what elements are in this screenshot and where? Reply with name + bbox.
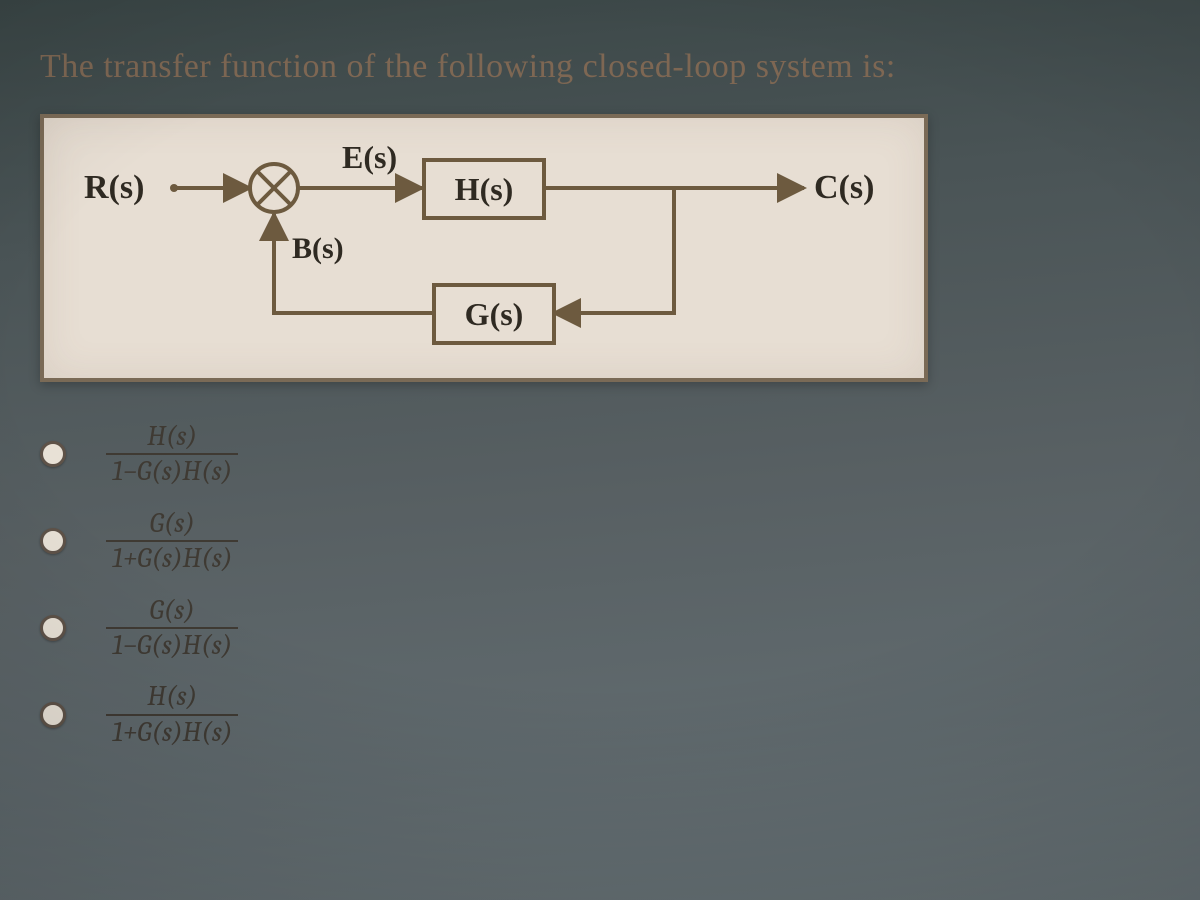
- option-a-numerator: H(s): [141, 422, 203, 453]
- option-c-fraction: G(s) 1−G(s)H(s): [106, 596, 238, 661]
- option-d-fraction: H(s) 1+G(s)H(s): [106, 682, 238, 747]
- question-container: The transfer function of the following c…: [40, 48, 1120, 747]
- feedback-block-label: G(s): [465, 296, 524, 332]
- radio-icon[interactable]: [40, 615, 66, 641]
- option-c-numerator: G(s): [143, 596, 200, 627]
- block-diagram-svg: R(s) E(s) H(s) C(s) G(s: [44, 118, 924, 378]
- option-a-denominator: 1−G(s)H(s): [106, 453, 238, 486]
- forward-block-label: H(s): [455, 171, 514, 207]
- error-label: E(s): [342, 139, 397, 175]
- option-a[interactable]: H(s) 1−G(s)H(s): [40, 422, 1120, 487]
- option-a-fraction: H(s) 1−G(s)H(s): [106, 422, 238, 487]
- option-c-denominator: 1−G(s)H(s): [106, 627, 238, 660]
- option-d-denominator: 1+G(s)H(s): [106, 714, 238, 747]
- options-list: H(s) 1−G(s)H(s) G(s) 1+G(s)H(s) G(s) 1−G…: [40, 422, 1120, 747]
- option-b-denominator: 1+G(s)H(s): [106, 540, 238, 573]
- option-d-numerator: H(s): [141, 682, 203, 713]
- radio-icon[interactable]: [40, 528, 66, 554]
- feedback-signal-label: B(s): [292, 232, 344, 265]
- option-d[interactable]: H(s) 1+G(s)H(s): [40, 682, 1120, 747]
- input-label: R(s): [84, 169, 144, 206]
- edge-tap-to-feedback: [554, 188, 674, 313]
- question-prompt: The transfer function of the following c…: [40, 48, 1120, 86]
- block-diagram-card: R(s) E(s) H(s) C(s) G(s: [40, 114, 928, 382]
- option-b-numerator: G(s): [144, 509, 201, 540]
- radio-icon[interactable]: [40, 702, 66, 728]
- option-b-fraction: G(s) 1+G(s)H(s): [106, 509, 238, 574]
- option-c[interactable]: G(s) 1−G(s)H(s): [40, 596, 1120, 661]
- input-dot: [170, 184, 178, 192]
- output-label: C(s): [814, 169, 874, 206]
- option-b[interactable]: G(s) 1+G(s)H(s): [40, 509, 1120, 574]
- radio-icon[interactable]: [40, 441, 66, 467]
- summing-junction: [250, 164, 298, 212]
